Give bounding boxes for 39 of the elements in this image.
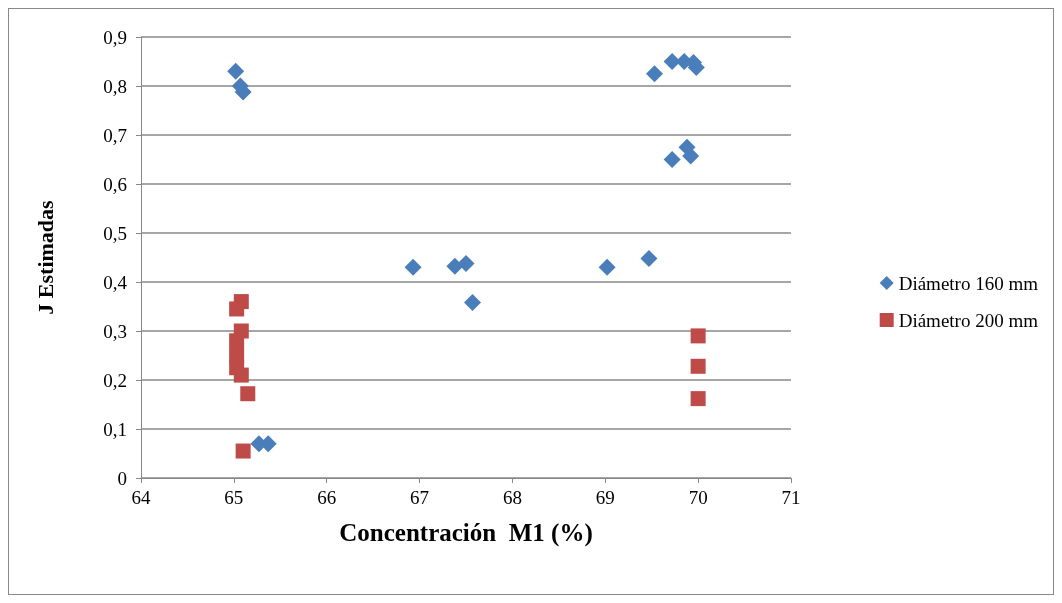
y-tick-label: 0 xyxy=(117,467,127,489)
point xyxy=(229,333,245,349)
point xyxy=(690,328,706,344)
point xyxy=(233,367,249,383)
x-tick-label: 65 xyxy=(224,487,244,508)
point xyxy=(690,358,706,374)
x-axis-title: Concentración M1 (%) xyxy=(339,519,593,547)
x-tick-label: 64 xyxy=(131,487,151,508)
y-tick-label: 0,8 xyxy=(103,75,127,97)
x-tick-label: 66 xyxy=(317,487,337,508)
point xyxy=(446,257,464,275)
y-tick-label: 0,3 xyxy=(103,320,127,342)
point xyxy=(235,443,251,459)
point xyxy=(646,65,663,83)
point xyxy=(598,258,616,276)
y-tick-label: 0,5 xyxy=(103,222,127,244)
y-tick-label: 0,7 xyxy=(103,124,127,146)
point xyxy=(229,301,245,317)
x-tick-label: 67 xyxy=(410,487,430,508)
point xyxy=(640,249,658,267)
point xyxy=(464,294,481,312)
y-tick-label: 0,9 xyxy=(103,26,127,48)
x-tick-label: 68 xyxy=(502,487,522,508)
point xyxy=(690,391,706,407)
point xyxy=(240,386,256,402)
point xyxy=(457,254,475,272)
point xyxy=(227,62,245,80)
x-tick-label: 69 xyxy=(595,487,615,508)
point xyxy=(663,151,681,168)
legend-label: Diámetro 160 mm xyxy=(898,272,1039,294)
x-tick-label: 70 xyxy=(688,487,708,508)
y-tick-label: 0,2 xyxy=(103,369,127,391)
y-tick-label: 0,4 xyxy=(103,271,128,293)
point xyxy=(404,258,422,276)
y-tick-label: 0,1 xyxy=(103,418,127,440)
x-tick-label: 71 xyxy=(781,487,801,508)
y-tick-label: 0,6 xyxy=(103,173,127,195)
legend-label: Diámetro 200 mm xyxy=(898,309,1039,331)
y-axis-title: J Estimadas xyxy=(32,199,58,315)
